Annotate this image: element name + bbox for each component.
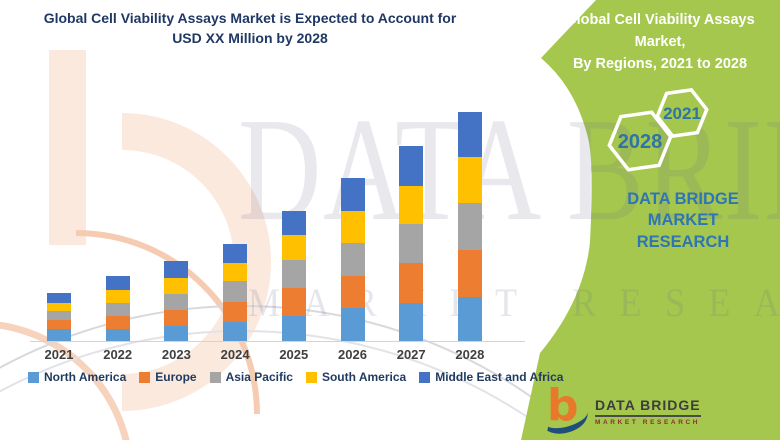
legend-label: Middle East and Africa (435, 370, 564, 384)
bar-segment (281, 288, 306, 316)
x-axis-label: 2028 (455, 347, 485, 362)
bar-segment (223, 263, 248, 281)
bar-segment (164, 326, 189, 341)
bar-segment (457, 297, 482, 341)
x-axis-line (30, 341, 525, 342)
legend-item: South America (305, 370, 407, 384)
bar-segment (281, 260, 306, 288)
legend-item: Middle East and Africa (419, 370, 563, 384)
bar-segment (340, 308, 365, 341)
x-axis-label: 2024 (220, 347, 250, 362)
bar-segment (457, 112, 482, 157)
legend-label: Europe (155, 370, 197, 384)
legend-swatch (305, 371, 317, 383)
chart-title-line1: Global Cell Viability Assays Market is E… (43, 10, 457, 26)
legend-swatch (419, 371, 431, 383)
chart-title: Global Cell Viability Assays Market is E… (20, 8, 480, 49)
bar-segment (164, 310, 189, 326)
watermark-text-line2: MARKET RESEARCH (248, 280, 780, 325)
bar-segment (223, 244, 248, 263)
legend-swatch (28, 371, 39, 383)
bar-segment (399, 263, 424, 303)
bar-segment (105, 290, 130, 303)
watermark-logo-stem (49, 50, 86, 245)
x-axis-label: 2027 (396, 347, 426, 362)
bar-segment (47, 311, 71, 320)
bar-segment (281, 235, 306, 260)
bar-segment (47, 329, 71, 341)
chart-title-line2: USD XX Million by 2028 (172, 30, 328, 47)
x-axis-label: 2025 (279, 347, 309, 362)
green-panel-path (521, 0, 780, 440)
bar-segment (281, 211, 306, 235)
bar-segment (281, 316, 306, 341)
bar-segment (47, 320, 71, 329)
bar-segment (47, 293, 71, 303)
bar-segment (164, 278, 189, 294)
bar-segment (223, 281, 248, 302)
bar-segment (223, 322, 248, 341)
bar-segment (105, 329, 130, 341)
legend-item: Europe (139, 370, 197, 384)
bar-segment (105, 276, 130, 290)
bar-segment (457, 157, 482, 203)
bar-segment (340, 211, 365, 243)
legend-label: Asia Pacific (225, 370, 293, 384)
legend-item: Asia Pacific (209, 370, 293, 384)
legend: North America Europe Asia Pacific South Ame… (28, 370, 563, 384)
x-axis-label: 2021 (44, 347, 74, 362)
x-axis-label: 2023 (161, 347, 191, 362)
bar-segment (47, 303, 71, 311)
bar-segment (164, 261, 189, 278)
bar-segment (399, 146, 424, 186)
legend-label: South America (321, 370, 407, 384)
bar-segment (164, 294, 189, 310)
bar-segment (399, 224, 424, 263)
legend-swatch (139, 371, 151, 383)
legend-item: North America (28, 370, 126, 384)
bar-segment (457, 203, 482, 250)
bar-segment (105, 316, 130, 329)
bar-segment (457, 250, 482, 297)
bar-segment (223, 302, 248, 322)
x-axis-label: 2022 (103, 347, 133, 362)
x-axis-label: 2026 (338, 347, 367, 362)
bar-segment (105, 303, 130, 316)
bar-segment (340, 178, 365, 211)
bar-segment (399, 186, 424, 224)
bar-segment (340, 243, 365, 276)
bar-segment (399, 303, 424, 341)
bar-segment (340, 276, 365, 308)
legend-label: North America (44, 370, 127, 384)
legend-swatch (209, 371, 221, 383)
